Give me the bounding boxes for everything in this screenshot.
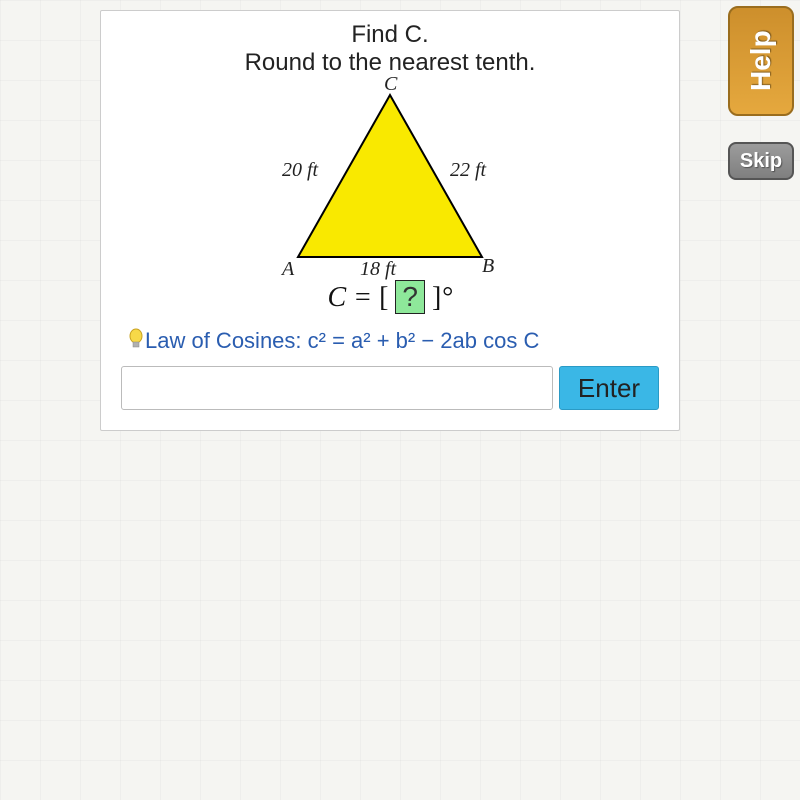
vertex-b-label: B bbox=[482, 255, 494, 278]
help-button[interactable]: Help bbox=[728, 6, 794, 116]
title-line1: Find C. bbox=[121, 21, 659, 49]
answer-input[interactable] bbox=[121, 366, 553, 410]
vertex-a-label: A bbox=[282, 258, 294, 281]
answer-placeholder: ? bbox=[395, 280, 425, 314]
problem-card: Find C. Round to the nearest tenth. C A … bbox=[100, 10, 680, 431]
side-bc-label: 22 ft bbox=[450, 159, 486, 182]
equation: C = [ ? ]° bbox=[121, 280, 659, 314]
vertex-c-label: C bbox=[384, 73, 397, 96]
equation-prefix: C = bbox=[327, 282, 379, 313]
degree-symbol: ° bbox=[441, 282, 452, 313]
input-row: Enter bbox=[121, 366, 659, 410]
triangle-diagram: C A B 20 ft 22 ft 18 ft bbox=[260, 85, 520, 275]
skip-button[interactable]: Skip bbox=[728, 142, 794, 180]
side-ac-label: 20 ft bbox=[282, 159, 318, 182]
enter-button[interactable]: Enter bbox=[559, 366, 659, 410]
side-ab-label: 18 ft bbox=[360, 258, 396, 281]
lightbulb-icon bbox=[127, 328, 145, 356]
hint-text: Law of Cosines: c² = a² + b² − 2ab cos C bbox=[145, 328, 539, 353]
hint: Law of Cosines: c² = a² + b² − 2ab cos C bbox=[121, 328, 659, 356]
